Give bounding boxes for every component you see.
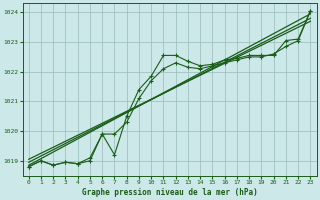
X-axis label: Graphe pression niveau de la mer (hPa): Graphe pression niveau de la mer (hPa) — [82, 188, 258, 197]
